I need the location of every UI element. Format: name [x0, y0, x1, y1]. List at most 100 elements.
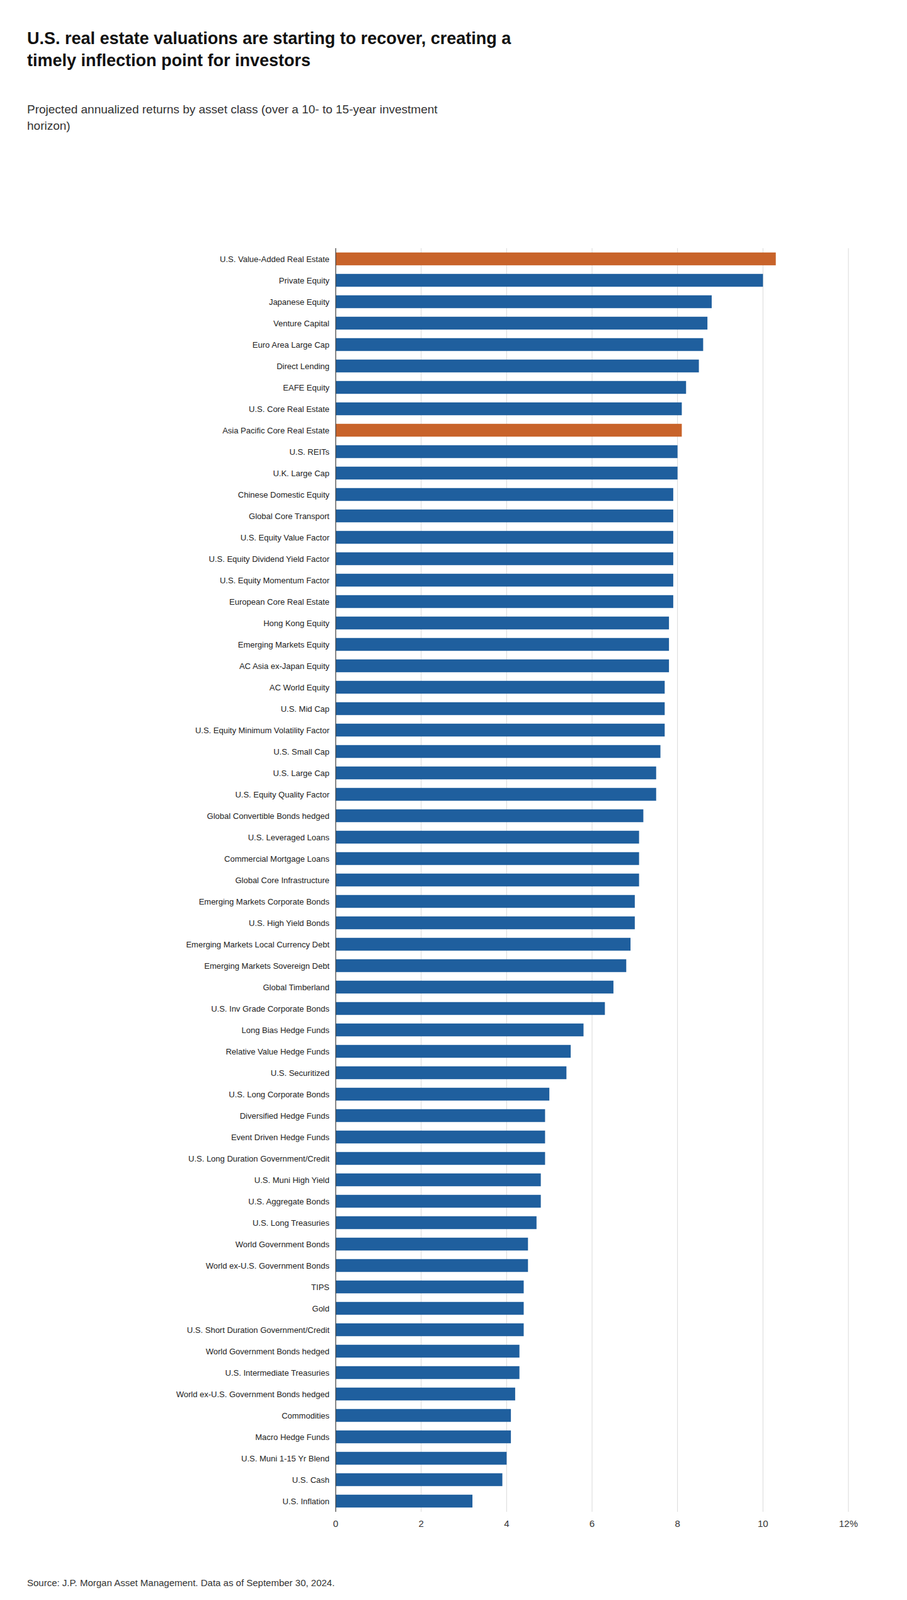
category-label: U.S. Value-Added Real Estate	[219, 254, 330, 264]
category-label: Emerging Markets Corporate Bonds	[199, 896, 331, 907]
category-label: Chinese Domestic Equity	[238, 490, 331, 500]
x-tick-labels: 024681012%	[333, 1517, 858, 1529]
category-label: Asia Pacific Core Real Estate	[222, 425, 330, 436]
bar	[335, 852, 640, 865]
axis-line	[335, 248, 336, 1512]
bar	[335, 1280, 524, 1294]
category-label: Global Core Transport	[248, 511, 330, 521]
bar	[335, 723, 665, 737]
bar	[335, 595, 674, 608]
category-label: Emerging Markets Local Currency Debt	[185, 939, 330, 950]
category-label: U.S. Cash	[292, 1475, 330, 1485]
x-tick-label: 12%	[838, 1517, 858, 1529]
bar	[335, 466, 678, 480]
title-line: timely inflection point for investors	[27, 51, 311, 70]
bar	[335, 1387, 516, 1401]
category-label: U.S. REITs	[289, 447, 330, 457]
category-label: U.S. Leveraged Loans	[248, 832, 331, 843]
bar	[335, 1323, 524, 1336]
category-label: Commercial Mortgage Loans	[224, 854, 330, 864]
category-label: AC World Equity	[269, 682, 331, 693]
bar	[335, 980, 614, 994]
x-tick-label: 8	[674, 1517, 680, 1529]
x-tick-label: 0	[333, 1517, 339, 1529]
category-label: Japanese Equity	[268, 297, 331, 307]
bar	[335, 295, 712, 309]
category-label: U.S. Securitized	[270, 1068, 330, 1078]
chart-svg: U.S. real estate valuations are starting…	[0, 0, 907, 1600]
category-label: U.S. Long Duration Government/Credit	[188, 1153, 330, 1164]
category-label: U.S. Core Real Estate	[248, 404, 330, 414]
category-label: AC Asia ex-Japan Equity	[239, 661, 331, 671]
category-label: U.S. Short Duration Government/Credit	[187, 1325, 331, 1335]
grid-line	[762, 248, 764, 1512]
bar	[335, 1130, 545, 1144]
bar	[335, 638, 669, 651]
bar	[335, 338, 703, 351]
category-label: U.S. Mid Cap	[280, 704, 330, 714]
category-label: U.S. Long Corporate Bonds	[228, 1089, 330, 1100]
category-label: World ex-U.S. Government Bonds	[205, 1260, 331, 1271]
x-tick-label: 2	[418, 1517, 424, 1529]
category-label: U.S. Equity Momentum Factor	[219, 575, 331, 586]
category-label: U.K. Large Cap	[272, 468, 330, 479]
bar	[335, 1473, 503, 1486]
category-label: Relative Value Hedge Funds	[225, 1046, 330, 1057]
grid	[335, 248, 849, 1512]
bar	[335, 937, 631, 951]
bar	[335, 423, 682, 437]
category-label: Emerging Markets Equity	[238, 639, 331, 650]
grid-line	[677, 248, 678, 1512]
category-label: U.S. Intermediate Treasuries	[225, 1368, 331, 1378]
bar	[335, 1173, 542, 1187]
bar	[335, 1023, 584, 1037]
source-note: Source: J.P. Morgan Asset Management. Da…	[27, 1577, 335, 1588]
category-label: Private Equity	[279, 275, 331, 286]
category-label: U.S. Long Treasuries	[252, 1218, 331, 1228]
bar	[335, 552, 674, 565]
category-label: TIPS	[311, 1282, 330, 1292]
category-label: Direct Lending	[276, 361, 330, 371]
category-label: U.S. Inv Grade Corporate Bonds	[211, 1003, 330, 1014]
category-label: U.S. Muni 1-15 Yr Blend	[241, 1453, 330, 1464]
bar	[335, 1259, 528, 1272]
category-label: Global Convertible Bonds hedged	[207, 811, 330, 821]
bar	[335, 680, 665, 694]
category-label: U.S. Equity Quality Factor	[234, 789, 330, 800]
grid-line	[848, 248, 850, 1512]
bar	[335, 1366, 520, 1379]
category-label: Global Timberland	[263, 982, 331, 993]
category-labels: U.S. Value-Added Real Estate Private Equi…	[176, 254, 331, 1506]
bar	[335, 252, 776, 266]
category-label: U.S. Large Cap	[272, 768, 330, 778]
bar	[335, 787, 657, 801]
bar	[335, 659, 669, 673]
bar	[335, 1002, 605, 1015]
bar	[335, 916, 635, 930]
category-label: U.S. Small Cap	[273, 747, 330, 757]
category-label: Hong Kong Equity	[263, 618, 330, 628]
bar	[335, 273, 763, 287]
bar	[335, 1494, 473, 1508]
bar	[335, 402, 682, 416]
category-label: Long Bias Hedge Funds	[241, 1025, 331, 1035]
bar	[335, 359, 700, 373]
bar	[335, 745, 661, 758]
title-line: U.S. real estate valuations are starting…	[27, 28, 512, 48]
bar	[335, 830, 640, 844]
x-tick-label: 4	[503, 1517, 509, 1529]
bar	[335, 1044, 571, 1058]
bars	[335, 252, 776, 1508]
bar	[335, 445, 678, 458]
bar	[335, 1237, 528, 1251]
category-label: Diversified Hedge Funds	[239, 1111, 331, 1121]
category-label: U.S. High Yield Bonds	[248, 918, 330, 928]
subtitle-line: horizon)	[27, 119, 71, 133]
category-label: World Government Bonds hedged	[205, 1346, 330, 1357]
category-label: European Core Real Estate	[229, 597, 330, 607]
category-label: U.S. Aggregate Bonds	[248, 1196, 330, 1207]
bar	[335, 1152, 545, 1165]
category-label: U.S. Equity Dividend Yield Factor	[209, 554, 331, 564]
title: U.S. real estate valuations are starting…	[27, 28, 512, 70]
x-tick-label: 6	[589, 1517, 595, 1529]
